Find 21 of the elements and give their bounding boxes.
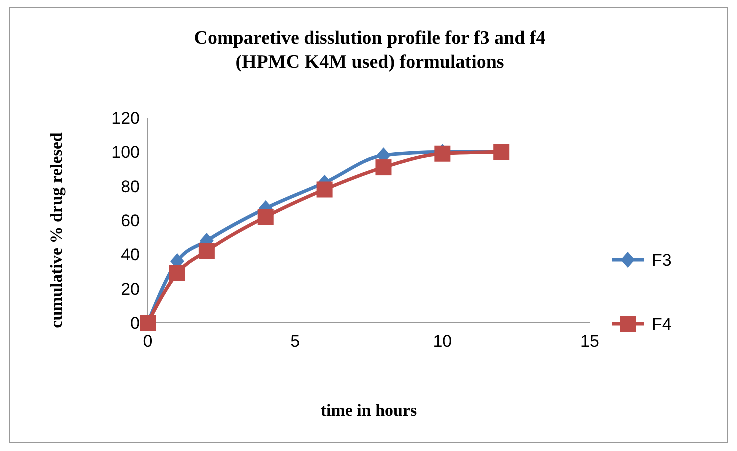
y-tick-label: 40 xyxy=(121,246,140,265)
y-tick-label: 80 xyxy=(121,177,140,196)
y-tick-label: 0 xyxy=(130,314,140,333)
point xyxy=(169,265,186,282)
y-tick-label: 20 xyxy=(121,280,140,299)
y-axis-title: cumulative % drug relesed xyxy=(47,132,66,328)
x-tick-label: 0 xyxy=(143,332,153,351)
y-tick-label: 100 xyxy=(112,143,140,162)
y-tick-label: 120 xyxy=(112,109,140,128)
x-tick-label: 15 xyxy=(580,332,600,351)
x-tick-label: 10 xyxy=(433,332,452,351)
point xyxy=(258,209,274,226)
legend-label: F3 xyxy=(652,251,672,270)
point xyxy=(316,182,333,198)
y-tick-label: 60 xyxy=(121,212,140,230)
point xyxy=(198,243,215,260)
x-tick-label: 5 xyxy=(290,332,300,351)
x-axis-title: time in hours xyxy=(320,401,418,420)
legend-label: F4 xyxy=(652,315,672,334)
point xyxy=(376,160,392,176)
chart-title: Comparetive disslution profile for f3 and f4 (HPMC K4M used) formulations xyxy=(194,28,546,73)
